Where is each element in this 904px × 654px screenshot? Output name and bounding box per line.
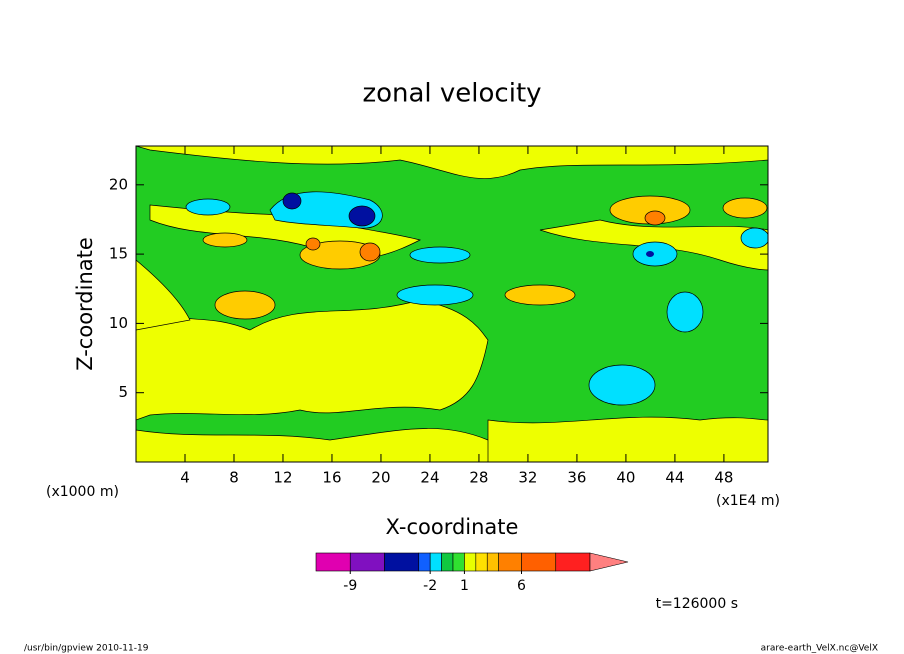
x-tick-label: 36 (567, 469, 586, 487)
y-tick-label: 10 (109, 314, 128, 332)
y-axis-label: Z-coordinate (73, 237, 97, 371)
x-tick-label: 4 (180, 469, 190, 487)
x-tick-label: 44 (665, 469, 684, 487)
colorbar-tick-label: 1 (460, 578, 469, 594)
field-region (214, 290, 276, 320)
colorbar-segment (429, 552, 442, 572)
footer-left: /usr/bin/gpview 2010-11-19 (24, 644, 149, 654)
x-tick-label: 24 (420, 469, 439, 487)
colorbar-tick-label: -2 (423, 578, 437, 594)
field-region (644, 210, 666, 226)
colorbar-segment (452, 552, 465, 572)
x-tick-label: 40 (616, 469, 635, 487)
x-tick-label: 8 (229, 469, 239, 487)
field-region (359, 242, 381, 262)
colorbar-segment (315, 552, 351, 572)
field-region (136, 428, 501, 462)
field-region (409, 246, 471, 264)
plot-frame (135, 145, 769, 463)
field-region (588, 364, 656, 406)
colorbar-extension (589, 552, 629, 572)
x-unit-label: (x1000 m) (46, 484, 119, 500)
y-tick-label: 15 (109, 245, 128, 263)
x-tick-label: 28 (469, 469, 488, 487)
x-axis-label: X-coordinate (386, 515, 519, 539)
field-region (305, 237, 321, 251)
x-tick-label: 12 (273, 469, 292, 487)
field-region (202, 232, 248, 248)
x-tick-label: 32 (518, 469, 537, 487)
colorbar-segment (349, 552, 385, 572)
colorbar-segment (498, 552, 522, 572)
field-region (282, 192, 302, 210)
colorbar-segment (555, 552, 591, 572)
time-label: t=126000 s (656, 596, 738, 612)
colorbar-segment (486, 552, 499, 572)
field-region (722, 197, 768, 219)
colorbar: -9 -2 1 6 (315, 552, 629, 594)
footer-right: arare-earth_VelX.nc@VelX (761, 644, 878, 654)
field-region (136, 299, 489, 421)
field-region (632, 241, 678, 267)
colorbar-tick-label: 6 (517, 578, 526, 594)
chart-title: zonal velocity (362, 79, 541, 109)
field-region (136, 146, 768, 179)
y-tick-label: 20 (109, 175, 128, 193)
field-region (185, 198, 231, 216)
colorbar-segment (441, 552, 454, 572)
colorbar-segment (384, 552, 420, 572)
colorbar-segment (464, 552, 477, 572)
colorbar-segment (475, 552, 488, 572)
field-region (487, 416, 768, 462)
x-tick-label: 20 (371, 469, 390, 487)
x-tick-label: 16 (322, 469, 341, 487)
x-tick-label: 48 (714, 469, 733, 487)
field-region (396, 284, 474, 306)
colorbar-segment (418, 552, 431, 572)
field-region (646, 251, 654, 257)
field-region (348, 205, 376, 227)
field-region (299, 240, 381, 270)
field-region (136, 259, 191, 331)
field-region (504, 284, 576, 306)
y-tick-label: 5 (118, 383, 128, 401)
field-region (666, 291, 704, 333)
field-region (740, 227, 768, 249)
colorbar-tick-label: -9 (343, 578, 357, 594)
colorbar-segment (521, 552, 557, 572)
x-unit-label: (x1E4 m) (716, 493, 780, 509)
contour-field (136, 146, 768, 462)
